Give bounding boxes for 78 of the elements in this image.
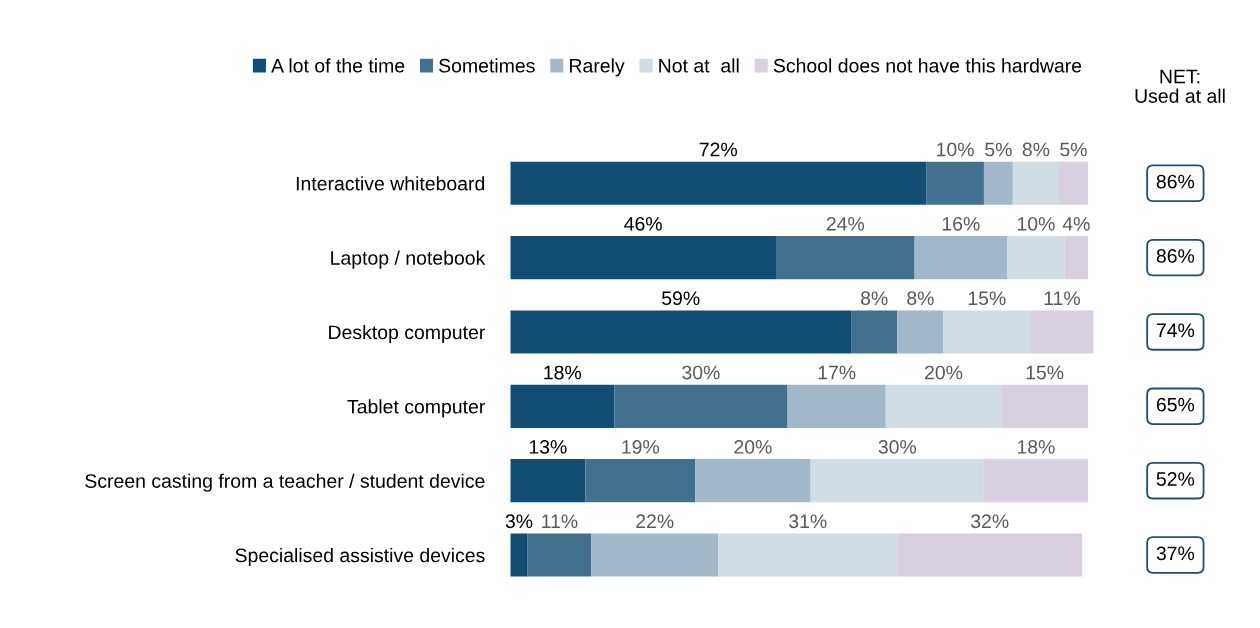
data-label: 59% xyxy=(662,291,700,306)
data-label: 8% xyxy=(1022,142,1050,157)
legend-label: A lot of the time xyxy=(271,58,405,73)
bar xyxy=(885,384,1002,428)
data-label: 15% xyxy=(968,291,1006,306)
text: 52% xyxy=(1156,472,1195,486)
text: 74% xyxy=(1156,323,1195,338)
bar xyxy=(1012,161,1060,205)
data-label: 30% xyxy=(682,365,720,380)
data-label: 22% xyxy=(636,514,674,529)
data-label: 15% xyxy=(1026,365,1064,380)
bar xyxy=(776,236,915,280)
legend-label: School does not have this hardware xyxy=(773,58,1082,73)
data-label: 18% xyxy=(544,365,582,380)
bar xyxy=(897,533,1083,577)
y-tick-label: Tablet computer xyxy=(347,399,485,418)
data-label: 5% xyxy=(985,142,1012,157)
bar xyxy=(1064,236,1088,280)
text: NET: Used at all xyxy=(1135,69,1225,103)
data-label: 11% xyxy=(1044,291,1080,305)
bar xyxy=(787,384,886,428)
data-label: 30% xyxy=(878,440,917,454)
bar xyxy=(510,533,528,577)
bar xyxy=(851,310,898,354)
text: 37% xyxy=(1156,546,1195,561)
bar xyxy=(591,533,719,577)
bar xyxy=(1007,236,1065,280)
data-label: 16% xyxy=(942,216,980,231)
data-label: 20% xyxy=(925,365,963,380)
data-label: 3% xyxy=(505,514,533,529)
bar xyxy=(614,384,788,428)
data-label: 10% xyxy=(937,142,974,157)
data-label: 24% xyxy=(826,216,865,231)
bar xyxy=(510,236,776,280)
data-label: 10% xyxy=(1017,216,1055,231)
y-tick-label: Screen casting from a teacher / student device xyxy=(85,473,485,492)
text: 86% xyxy=(1156,249,1195,263)
bar xyxy=(585,459,696,503)
data-label: 4% xyxy=(1062,217,1090,231)
bar xyxy=(510,384,615,428)
bar xyxy=(943,310,1031,354)
bar xyxy=(510,310,852,354)
text: 86% xyxy=(1156,174,1195,189)
y-tick-label: Laptop / notebook xyxy=(331,250,486,269)
data-label: 8% xyxy=(860,291,888,306)
bar xyxy=(510,459,586,503)
data-label: 18% xyxy=(1017,440,1055,454)
legend-label: Not at all xyxy=(659,58,739,73)
text: 65% xyxy=(1156,397,1195,412)
data-label: 13% xyxy=(529,440,567,454)
data-label: 17% xyxy=(818,365,856,380)
bar xyxy=(914,236,1008,280)
bar xyxy=(1001,384,1088,428)
bar xyxy=(983,161,1013,205)
data-label: 32% xyxy=(970,514,1009,529)
data-label: 46% xyxy=(624,216,662,231)
bar xyxy=(983,459,1088,503)
y-tick-label: Desktop computer xyxy=(329,324,485,344)
y-tick-label: Interactive whiteboard xyxy=(296,176,485,191)
bar xyxy=(695,459,811,503)
bar xyxy=(926,161,984,205)
data-label: 11% xyxy=(542,514,578,529)
y-tick-label: Specialised assistive devices xyxy=(235,547,485,567)
bar xyxy=(810,459,984,503)
bar xyxy=(1059,161,1088,205)
data-label: 31% xyxy=(789,514,827,529)
bar xyxy=(527,533,592,577)
data-label: 72% xyxy=(699,142,738,157)
data-label: 8% xyxy=(907,291,934,306)
bar xyxy=(1030,310,1094,354)
bar xyxy=(510,161,927,205)
bar xyxy=(897,310,944,354)
data-label: 20% xyxy=(734,440,772,454)
bar xyxy=(718,533,898,577)
data-label: 5% xyxy=(1060,142,1087,157)
data-label: 19% xyxy=(622,440,660,454)
legend-label: Rarely xyxy=(570,58,625,77)
legend-label: Sometimes xyxy=(439,58,535,73)
